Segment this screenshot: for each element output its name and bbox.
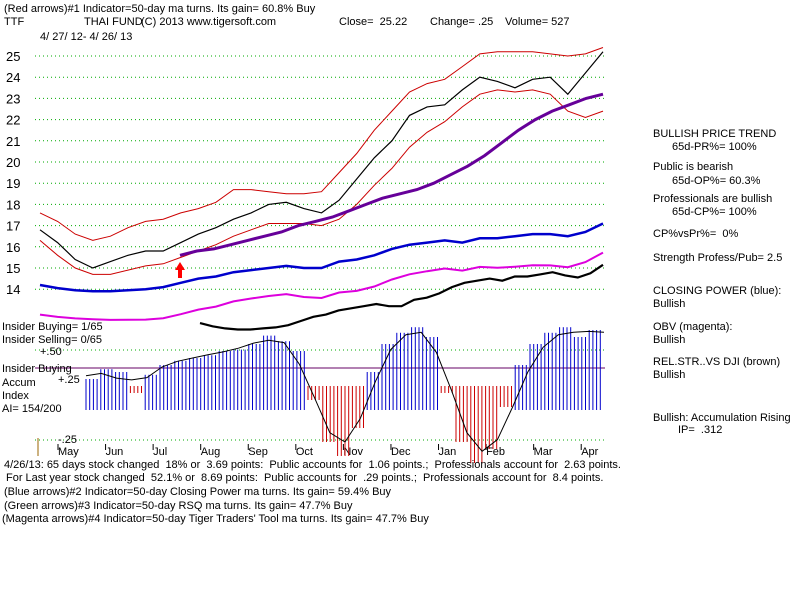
footer-line-4: (Green arrows)#3 Indicator=50-day RSQ ma… (4, 500, 353, 512)
x-tick-label: Feb (486, 446, 505, 458)
chart-series (39, 47, 604, 331)
public-bearish: Public is bearish (653, 161, 734, 173)
y-tick-label: 24 (6, 70, 20, 85)
footer-line-2: For Last year stock changed 52.1% or 8.6… (6, 472, 604, 484)
upper-band-line (39, 47, 604, 241)
symbol: TTF (4, 16, 25, 28)
x-tick-label: Jul (153, 446, 167, 458)
strength-ratio: Strength Profess/Pub= 2.5 (653, 252, 783, 264)
obv-label: OBV (magenta): (653, 321, 733, 333)
insider-buying: Insider Buying= 1/65 (2, 321, 103, 333)
acc-minus25: -.25 (58, 434, 77, 446)
index-label: Index (2, 390, 29, 402)
x-tick-label: Oct (296, 446, 313, 458)
x-tick-label: Sep (248, 446, 268, 458)
accum-label: Accum (2, 377, 36, 389)
price-line (39, 51, 604, 269)
professionals-bullish: Professionals are bullish (653, 193, 773, 205)
x-tick-label: May (58, 446, 79, 458)
copyright: (C) 2013 www.tigersoft.com (141, 16, 277, 28)
bullish-price-trend: BULLISH PRICE TREND (653, 128, 777, 140)
grid-lines (35, 55, 605, 456)
close-value: Close= 25.22 (339, 16, 408, 28)
ip-value: IP= .312 (678, 424, 723, 436)
cp-vs-pr: CP%vsPr%= 0% (653, 228, 739, 240)
pr-percent: 65d-PR%= 100% (672, 141, 757, 153)
closing-power-line (39, 222, 604, 293)
buy-arrow-icon (175, 262, 185, 278)
x-tick-label: Nov (343, 446, 363, 458)
op-percent: 65d-OP%= 60.3% (672, 175, 761, 187)
accumulation-rising: Bullish: Accumulation Rising (653, 412, 791, 424)
acc-plus25: +.25 (58, 374, 80, 386)
x-axis-ticks: May Jun Jul Aug Sep Oct Nov Dec Jan Feb Mar Apr (57, 444, 599, 458)
obv-status: Bullish (653, 334, 686, 346)
fund-name: THAI FUND (84, 16, 143, 28)
y-tick-label: 17 (6, 219, 20, 234)
footer-line-5: (Magenta arrows)#4 Indicator=50-day Tige… (2, 513, 429, 525)
y-tick-label: 22 (6, 113, 20, 128)
change-value: Change= .25 (430, 16, 494, 28)
volume-value: Volume= 527 (505, 16, 570, 28)
relstr-line (199, 263, 604, 331)
footer-line-1: 4/26/13: 65 days stock changed 18% or 3.… (4, 459, 621, 471)
accumulation-bars (85, 327, 605, 463)
closing-power-status: Bullish (653, 298, 686, 310)
x-tick-label: Dec (391, 446, 411, 458)
obv-line (39, 251, 604, 321)
insider-buying-2: Insider Buying (2, 363, 72, 375)
y-tick-label: 21 (6, 134, 20, 149)
ai-value: AI= 154/200 (2, 403, 62, 415)
cp-percent: 65d-CP%= 100% (672, 206, 757, 218)
y-tick-label: 18 (6, 197, 20, 212)
indicator-1-line: (Red arrows)#1 Indicator=50-day ma turns… (4, 3, 316, 15)
insider-selling: Insider Selling= 0/65 (2, 334, 102, 346)
y-tick-label: 23 (6, 91, 20, 106)
x-tick-label: Jun (106, 446, 124, 458)
footer-line-3: (Blue arrows)#2 Indicator=50-day Closing… (4, 486, 392, 498)
y-tick-label: 20 (6, 155, 20, 170)
y-tick-label: 25 (6, 49, 20, 64)
x-tick-label: Mar (534, 446, 553, 458)
relstr-label: REL.STR..VS DJI (brown) (653, 356, 781, 368)
x-tick-label: Aug (201, 446, 221, 458)
y-tick-label: 16 (6, 240, 20, 255)
y-tick-label: 19 (6, 176, 20, 191)
y-axis-ticks: 25 24 23 22 21 20 19 18 17 16 15 14 (6, 49, 20, 297)
acc-ma-line (85, 330, 605, 452)
date-range: 4/ 27/ 12- 4/ 26/ 13 (40, 31, 133, 43)
x-tick-label: Jan (439, 446, 457, 458)
acc-plus50: +.50 (40, 346, 62, 358)
y-tick-label: 14 (6, 282, 20, 297)
closing-power-label: CLOSING POWER (blue): (653, 285, 782, 297)
relstr-status: Bullish (653, 369, 686, 381)
y-tick-label: 15 (6, 261, 20, 276)
x-tick-label: Apr (581, 446, 598, 458)
lower-band-line (39, 89, 604, 275)
ma-50day-line (179, 92, 604, 257)
